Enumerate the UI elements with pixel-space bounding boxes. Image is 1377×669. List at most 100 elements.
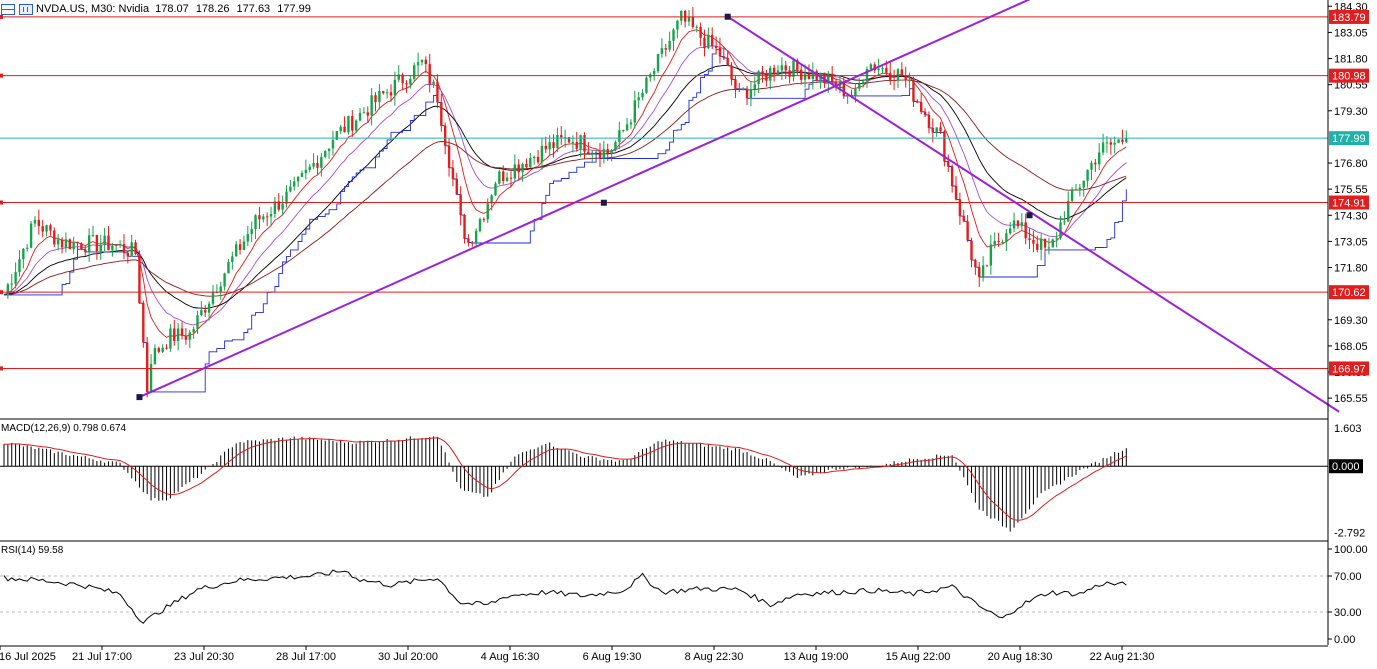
price-tick-label: 175.55 bbox=[1334, 184, 1368, 196]
candle bbox=[683, 9, 687, 28]
candle-body bbox=[830, 73, 834, 82]
candle-body bbox=[293, 181, 296, 187]
candle-body bbox=[180, 328, 184, 336]
macd-tick-label: -2.792 bbox=[1334, 528, 1365, 540]
macd-signal-line bbox=[3, 437, 1127, 521]
candle-body bbox=[176, 328, 180, 341]
candle-body bbox=[1032, 239, 1035, 244]
candle bbox=[474, 228, 478, 246]
candle bbox=[1113, 136, 1116, 154]
candle-body bbox=[1055, 237, 1058, 240]
candle-body bbox=[26, 247, 29, 249]
low-value: 177.63 bbox=[236, 3, 271, 15]
ma-violet-line bbox=[3, 45, 1127, 326]
candle-body bbox=[1074, 189, 1078, 191]
candle bbox=[107, 226, 110, 251]
time-tick-label: 21 Jul 17:00 bbox=[72, 651, 132, 663]
candle bbox=[532, 155, 536, 165]
ma-slow-line bbox=[3, 79, 1127, 297]
trendline bbox=[727, 15, 1340, 413]
candle bbox=[18, 250, 21, 277]
candle-body bbox=[800, 69, 803, 80]
candle bbox=[134, 239, 137, 256]
candle-body bbox=[440, 102, 443, 126]
candle-body bbox=[1059, 222, 1062, 238]
candle bbox=[1055, 231, 1058, 248]
candle bbox=[420, 59, 424, 66]
candle-body bbox=[111, 246, 114, 251]
candle-body bbox=[881, 68, 884, 70]
candle-body bbox=[281, 203, 284, 210]
price-tick-label: 183.05 bbox=[1334, 27, 1368, 39]
candle-body bbox=[289, 186, 292, 192]
candle bbox=[1012, 212, 1016, 233]
price-tick-label: 174.30 bbox=[1334, 210, 1368, 222]
rsi-tick-label: 0.00 bbox=[1334, 634, 1355, 646]
level-price-tag bbox=[1329, 195, 1369, 210]
candle-body bbox=[622, 129, 625, 131]
candle bbox=[494, 181, 497, 196]
candle-body bbox=[207, 303, 211, 313]
candle-body bbox=[641, 92, 644, 98]
candle-body bbox=[939, 127, 942, 132]
candle bbox=[614, 140, 617, 152]
candle bbox=[413, 62, 416, 83]
candle bbox=[981, 256, 985, 282]
candle bbox=[1020, 213, 1024, 232]
candle-body bbox=[637, 97, 640, 101]
candle-body bbox=[567, 137, 571, 143]
candle-body bbox=[571, 142, 575, 144]
candle bbox=[10, 273, 13, 293]
level-price-tag bbox=[1329, 9, 1369, 24]
level-price-tag-text: 174.91 bbox=[1332, 198, 1366, 210]
candle-body bbox=[664, 48, 667, 50]
candle bbox=[652, 68, 656, 81]
candle bbox=[397, 65, 400, 83]
candle bbox=[896, 68, 900, 89]
candle bbox=[358, 107, 362, 122]
candle-body bbox=[126, 252, 130, 257]
candle-body bbox=[122, 244, 126, 253]
horizontal-level-anchor bbox=[0, 73, 3, 78]
candle bbox=[467, 234, 470, 247]
candle-body bbox=[64, 239, 68, 248]
candle-body bbox=[49, 225, 52, 231]
candle bbox=[807, 64, 811, 80]
candle-body bbox=[1125, 138, 1128, 142]
candle-body bbox=[436, 81, 439, 103]
chart-type-icon[interactable] bbox=[1, 3, 15, 15]
candle bbox=[246, 225, 250, 246]
candle bbox=[471, 240, 474, 247]
candle bbox=[463, 213, 466, 244]
candle-body bbox=[142, 303, 145, 343]
candle-body bbox=[99, 245, 102, 252]
candle bbox=[695, 24, 698, 33]
candle bbox=[919, 92, 923, 115]
candle-body bbox=[788, 70, 791, 77]
candle-body bbox=[792, 60, 795, 77]
current-price-tag-text: 177.99 bbox=[1332, 133, 1366, 145]
candle-body bbox=[587, 151, 590, 154]
candle-body bbox=[316, 163, 319, 168]
candle bbox=[591, 150, 594, 162]
indicator-icon[interactable] bbox=[19, 3, 33, 15]
candle-body bbox=[842, 81, 845, 96]
candle bbox=[633, 90, 637, 129]
candle bbox=[455, 172, 458, 195]
candle-body bbox=[656, 53, 660, 72]
candle bbox=[428, 53, 431, 93]
candle-body bbox=[854, 88, 857, 96]
candle bbox=[517, 159, 520, 179]
candle-body bbox=[807, 74, 811, 80]
candle bbox=[629, 119, 633, 129]
candle-body bbox=[153, 348, 157, 364]
macd-zero-tag bbox=[1329, 459, 1363, 474]
candle-body bbox=[718, 47, 722, 57]
candle-body bbox=[745, 88, 749, 99]
rsi-tick-label: 70.00 bbox=[1334, 571, 1362, 583]
candle-body bbox=[265, 216, 269, 218]
candle-body bbox=[320, 156, 323, 168]
candle-body bbox=[41, 226, 44, 232]
candle bbox=[741, 87, 745, 91]
candle bbox=[753, 76, 756, 97]
